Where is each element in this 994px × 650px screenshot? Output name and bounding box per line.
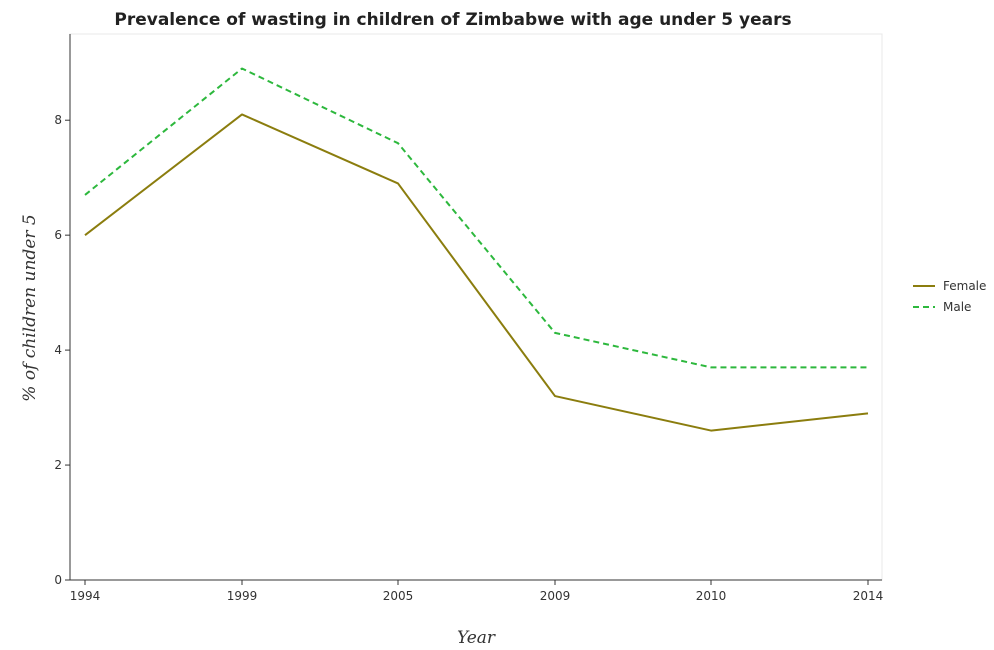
y-axis: 0 2 4 6 8 xyxy=(54,34,71,587)
x-tick-label: 2009 xyxy=(540,589,571,603)
legend-label-male: Male xyxy=(943,300,971,314)
x-axis: 1994 1999 2005 2009 2010 2014 xyxy=(70,579,884,603)
x-axis-label: Year xyxy=(457,628,496,648)
x-tick-label: 1994 xyxy=(70,589,101,603)
x-tick-label: 2010 xyxy=(696,589,727,603)
series-layer xyxy=(84,67,869,432)
y-tick-label: 0 xyxy=(54,573,62,587)
y-tick-label: 6 xyxy=(54,228,62,242)
legend-label-female: Female xyxy=(943,279,986,293)
legend: Female Male xyxy=(913,279,986,314)
series-line-female xyxy=(84,113,869,432)
y-tick-label: 8 xyxy=(54,113,62,127)
x-tick-label: 1999 xyxy=(227,589,258,603)
chart-title: Prevalence of wasting in children of Zim… xyxy=(114,10,791,30)
y-tick-label: 4 xyxy=(54,343,62,357)
y-tick-label: 2 xyxy=(54,458,62,472)
y-axis-label: % of children under 5 xyxy=(20,214,40,401)
x-tick-label: 2014 xyxy=(853,589,884,603)
plot-area xyxy=(69,33,883,581)
x-tick-label: 2005 xyxy=(383,589,414,603)
